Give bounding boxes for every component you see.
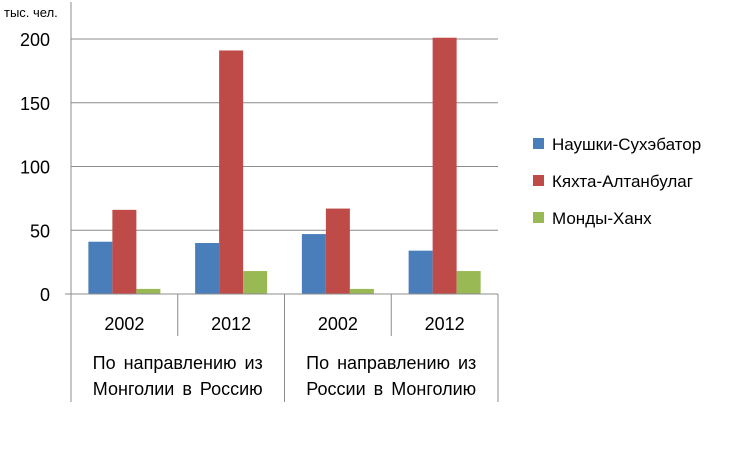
bar [408,250,433,294]
bar [243,271,268,294]
x-axis-labels: 2002 2012 2002 2012 По направлению из Монголи… [93,314,477,399]
y-axis-unit: тыс. чел. [4,5,58,20]
bar [195,243,220,294]
legend-label: Наушки-Сухэбатор [552,135,701,154]
bar [136,288,161,294]
bar [88,241,113,294]
x-tick-label: 2012 [425,314,465,334]
group-label: Монголии в Россию [93,379,263,399]
y-tick-labels: 0 50 100 150 200 [20,30,50,305]
y-tick-label: 0 [40,285,50,305]
y-tick-label: 50 [30,221,50,241]
legend-label: Монды-Ханх [552,209,652,228]
bar [432,37,457,294]
group-label: По направлению из [93,353,263,373]
legend-swatch [533,212,544,223]
bar [301,234,326,294]
axes [65,2,499,402]
group-label: России в Монголию [306,379,476,399]
gridlines [71,38,498,231]
bar [325,208,350,294]
y-tick-label: 150 [20,94,50,114]
bar [219,50,244,294]
y-tick-label: 200 [20,30,50,50]
legend-swatch [533,138,544,149]
legend: Наушки-Сухэбатор Кяхта-Алтанбулаг Монды-Ха… [533,135,701,228]
bar [112,209,137,294]
group-label: По направлению из [306,353,476,373]
y-tick-label: 100 [20,158,50,178]
x-tick-label: 2002 [104,314,144,334]
legend-swatch [533,175,544,186]
x-tick-label: 2002 [318,314,358,334]
bar [349,288,374,294]
x-tick-label: 2012 [211,314,251,334]
legend-label: Кяхта-Алтанбулаг [552,172,693,191]
bar [456,271,481,294]
bars [88,37,481,294]
